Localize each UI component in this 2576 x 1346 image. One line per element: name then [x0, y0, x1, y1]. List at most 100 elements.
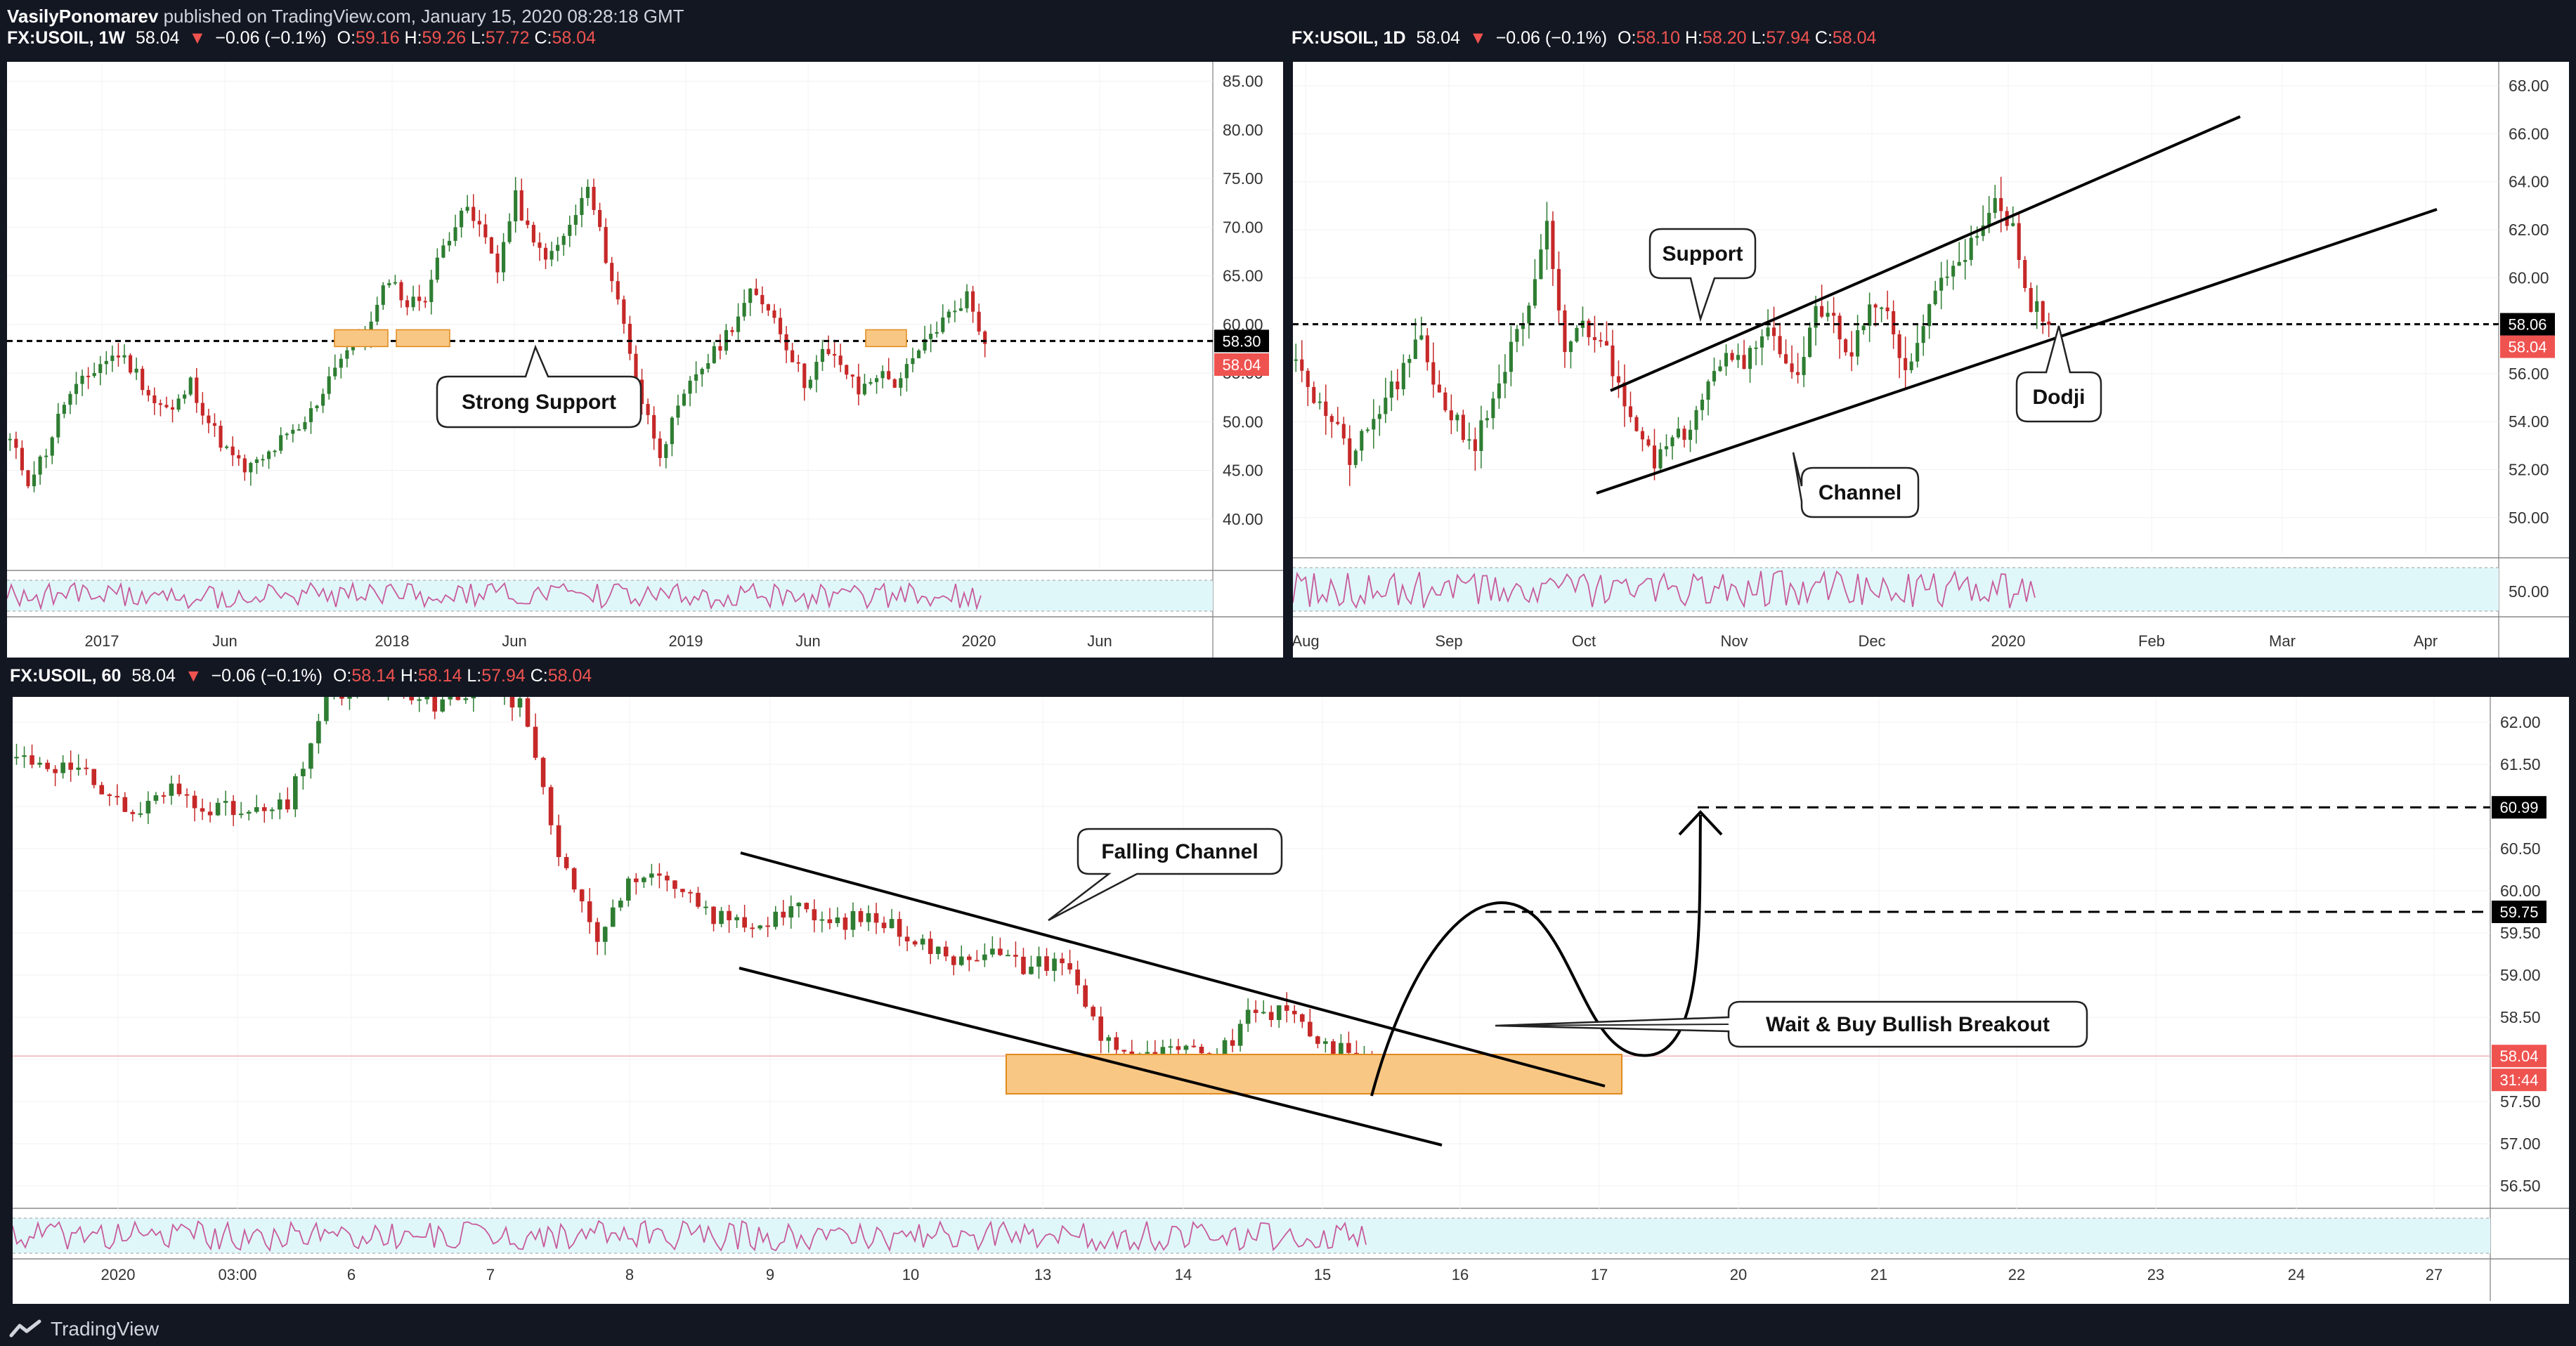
weekly-candle: [237, 455, 241, 459]
hourly-candle: [68, 762, 73, 770]
price-tick-label: 45.00: [1223, 462, 1263, 480]
hourly-candle: [657, 873, 662, 876]
weekly-candle: [405, 300, 410, 308]
hourly-candle: [99, 785, 105, 795]
daily-candle: [1587, 320, 1591, 337]
time-tick-label: 9: [766, 1266, 774, 1283]
rsi-line: [7, 581, 982, 611]
time-tick-label: 03:00: [218, 1266, 256, 1283]
weekly-candle: [694, 374, 698, 381]
weekly-candle: [670, 417, 674, 445]
hourly-candle: [60, 762, 65, 773]
daily-candle: [1616, 376, 1621, 383]
hourly-candle: [998, 948, 1003, 955]
daily-candle: [1993, 197, 1997, 213]
price-tick-label: 65.00: [1223, 267, 1263, 285]
hourly-candle: [1029, 967, 1034, 974]
hourly-candle: [1315, 1036, 1320, 1044]
time-tick-label: 2017: [85, 632, 119, 650]
daily-legend: FX:USOIL, 1D 58.04 ▼ −0.06 (−0.1%) O:58.…: [1292, 28, 1876, 48]
daily-candle: [1455, 414, 1459, 421]
weekly-candle: [50, 437, 54, 456]
weekly-change: −0.06 (−0.1%): [215, 28, 327, 48]
daily-candle: [2017, 223, 2021, 261]
hourly-candle: [161, 795, 167, 797]
daily-candle: [1575, 327, 1579, 342]
hourly-candle: [53, 769, 58, 773]
weekly-candle: [538, 242, 542, 248]
price-badge-last-label: 58.04: [2499, 1047, 2538, 1065]
weekly-candle: [627, 323, 632, 354]
hourly-candle: [1121, 1050, 1127, 1052]
weekly-candle: [279, 435, 283, 451]
hourly-candle: [1346, 1043, 1351, 1053]
annotation-falling-channel: Falling Channel: [1101, 840, 1258, 863]
daily-candle: [1300, 359, 1304, 371]
price-tick-label: 85.00: [1223, 72, 1263, 91]
weekly-candle: [369, 321, 373, 336]
weekly-candle: [958, 308, 963, 311]
hourly-candle: [122, 797, 128, 812]
weekly-candle: [929, 334, 933, 339]
hourly-candle: [935, 946, 941, 954]
daily-chart[interactable]: 50.0052.0054.0056.0058.0060.0062.0064.00…: [1293, 62, 2569, 658]
hourly-candle: [719, 910, 724, 924]
tradingview-footer[interactable]: TradingView: [8, 1318, 159, 1340]
hourly-candle: [1060, 958, 1065, 964]
weekly-candle: [904, 364, 909, 379]
rsi-line: [1293, 570, 2036, 609]
weekly-chart-panel[interactable]: 40.0045.0050.0055.0060.0065.0070.0075.00…: [7, 62, 1283, 658]
weekly-candle: [116, 355, 121, 358]
time-tick-label: Jun: [502, 632, 526, 650]
down-arrow-icon: ▼: [188, 28, 207, 48]
hourly-candle: [316, 721, 321, 744]
hourly-candle: [943, 946, 949, 957]
hourly-candle: [347, 697, 352, 699]
hourly-candle: [107, 794, 112, 797]
daily-candle: [1975, 235, 1979, 238]
hourly-chart-panel[interactable]: 56.5057.0057.5058.0058.5059.0059.5060.00…: [13, 697, 2569, 1304]
daily-change: −0.06 (−0.1%): [1495, 28, 1608, 48]
hourly-chart[interactable]: 56.5057.0057.5058.0058.5059.0059.5060.00…: [13, 697, 2569, 1304]
weekly-candle: [622, 299, 626, 324]
weekly-candle: [297, 429, 301, 431]
daily-candle: [1539, 249, 1543, 280]
hourly-candle: [858, 910, 864, 922]
hourly-candle: [254, 807, 259, 812]
hourly-symbol[interactable]: FX:USOIL, 60: [10, 666, 122, 686]
daily-candle: [1706, 381, 1710, 400]
daily-candle: [1372, 419, 1376, 430]
hourly-candle: [1129, 1051, 1135, 1056]
weekly-candle: [460, 210, 464, 228]
hourly-candle: [1114, 1037, 1119, 1050]
price-tick-label: 50.00: [1223, 412, 1263, 431]
weekly-symbol[interactable]: FX:USOIL, 1W: [7, 28, 126, 48]
hourly-candle: [610, 907, 616, 927]
daily-candle: [1544, 221, 1549, 250]
daily-candle: [1348, 438, 1352, 465]
author-name[interactable]: VasilyPonomarev: [7, 6, 159, 27]
hourly-candle: [835, 917, 840, 924]
daily-candle: [1360, 431, 1364, 451]
hourly-candle: [571, 868, 577, 890]
daily-candle: [1521, 323, 1525, 329]
daily-candle: [1646, 439, 1651, 446]
price-tick-label: 57.50: [2500, 1092, 2541, 1111]
daily-symbol[interactable]: FX:USOIL, 1D: [1292, 28, 1406, 48]
hourly-candle: [626, 878, 631, 901]
daily-chart-panel[interactable]: 50.0052.0054.0056.0058.0060.0062.0064.00…: [1293, 62, 2569, 658]
hourly-candle: [672, 880, 677, 889]
daily-candle: [1873, 304, 1878, 308]
time-tick-label: 13: [1034, 1266, 1051, 1283]
hourly-change: −0.06 (−0.1%): [211, 666, 323, 686]
daily-candle: [1957, 261, 1961, 266]
projection-path: [1370, 814, 1702, 1097]
hourly-candle: [261, 807, 267, 811]
weekly-chart[interactable]: 40.0045.0050.0055.0060.0065.0070.0075.00…: [7, 62, 1283, 658]
time-tick-label: 17: [1591, 1266, 1608, 1283]
weekly-candle: [423, 301, 427, 303]
hourly-candle: [827, 919, 833, 924]
hourly-candle: [920, 939, 925, 945]
hourly-candle: [594, 922, 600, 942]
time-tick-label: 8: [625, 1266, 634, 1283]
